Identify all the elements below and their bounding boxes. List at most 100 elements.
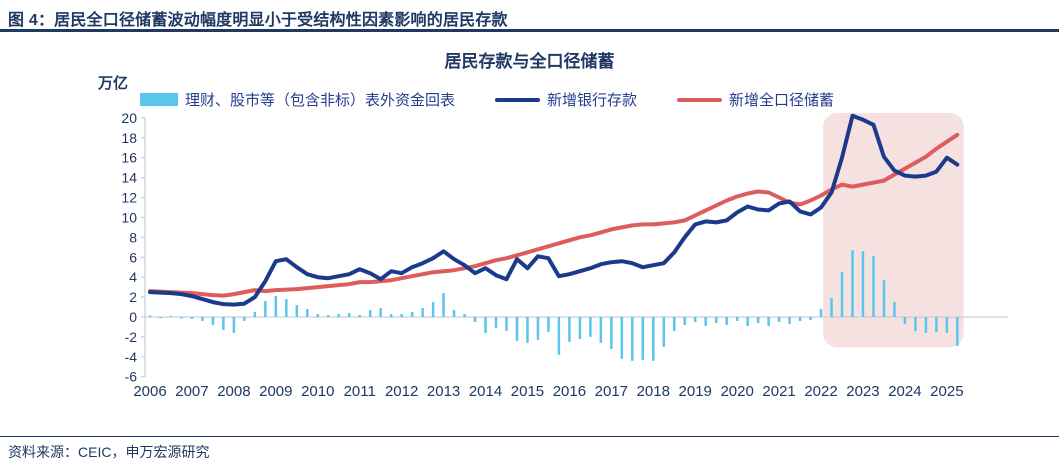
x-tick-label: 2012 — [385, 383, 418, 400]
offbalance-bar — [924, 317, 928, 333]
x-tick-label: 2011 — [344, 383, 376, 400]
offbalance-bar — [652, 317, 655, 361]
y-tick-label: -6 — [125, 369, 138, 385]
offbalance-bar — [840, 272, 844, 317]
offbalance-bar — [599, 317, 603, 343]
x-tick-label: 2007 — [175, 383, 208, 400]
offbalance-bar — [264, 301, 267, 317]
source-note: 资料来源：CEIC，申万宏源研究 — [8, 444, 210, 460]
x-tick-label: 2013 — [427, 383, 460, 400]
highlight-region — [823, 112, 964, 348]
offbalance-bar — [243, 317, 246, 321]
offbalance-bar — [505, 317, 508, 331]
offbalance-bar — [400, 314, 403, 317]
offbalance-bar — [347, 313, 351, 317]
x-tick-label: 2009 — [259, 383, 292, 400]
offbalance-bar — [714, 317, 718, 323]
legend-label-2: 新增银行存款 — [547, 92, 638, 109]
x-tick-label: 2019 — [679, 383, 712, 400]
offbalance-bar — [620, 317, 624, 359]
y-tick-label: 10 — [121, 209, 137, 225]
legend-label-1: 理财、股市等（包含非标）表外资金回表 — [185, 92, 456, 109]
legend-swatch-line-3 — [677, 97, 723, 102]
offbalance-bar — [935, 317, 938, 332]
offbalance-bar — [693, 317, 697, 322]
y-tick-label: 14 — [121, 170, 137, 186]
savings-line — [148, 132, 960, 298]
offbalance-bar — [788, 317, 791, 324]
offbalance-bar — [578, 317, 582, 339]
legend-swatch-line-2 — [495, 97, 541, 102]
offbalance-bar — [253, 312, 257, 317]
offbalance-bar — [222, 317, 225, 330]
legend-swatch-bar-1 — [140, 93, 178, 106]
y-tick-label: -2 — [125, 329, 138, 345]
x-tick-label: 2006 — [133, 383, 166, 400]
offbalance-bar — [358, 315, 361, 317]
x-tick-label: 2024 — [888, 383, 921, 400]
offbalance-bar — [735, 317, 739, 321]
offbalance-bar — [673, 317, 676, 331]
y-tick-label: 4 — [129, 269, 137, 285]
offbalance-bar — [201, 317, 204, 321]
x-tick-label: 2018 — [637, 383, 670, 400]
offbalance-bar — [410, 312, 414, 317]
y-tick-label: 0 — [129, 309, 137, 325]
offbalance-bar — [756, 317, 760, 323]
legend-item-2: 新增银行存款 — [495, 89, 637, 110]
offbalance-bar — [872, 256, 875, 317]
x-tick-label: 2025 — [930, 383, 963, 400]
offbalance-bar — [819, 309, 823, 317]
offbalance-bar — [180, 317, 183, 319]
offbalance-bar — [945, 317, 949, 333]
figure-title: 图 4：居民全口径储蓄波动幅度明显小于受结构性因素影响的居民存款 — [8, 12, 508, 29]
offbalance-bar — [337, 314, 340, 317]
offbalance-bar — [463, 314, 466, 317]
deposit-line — [148, 113, 960, 307]
offbalance-bar — [914, 317, 917, 331]
offbalance-bar — [956, 317, 959, 346]
offbalance-bar — [683, 317, 686, 325]
y-tick-label: 16 — [121, 150, 137, 166]
y-axis-unit-label: 万亿 — [98, 75, 129, 92]
offbalance-bar — [442, 293, 445, 317]
offbalance-bar — [306, 309, 309, 317]
offbalance-bar — [295, 305, 299, 317]
title-underline — [0, 29, 1059, 32]
offbalance-bar — [631, 317, 634, 361]
offbalance-bar — [536, 317, 540, 340]
offbalance-bar — [882, 280, 886, 317]
x-tick-label: 2020 — [720, 383, 753, 400]
offbalance-bar — [274, 296, 278, 317]
x-tick-label: 2021 — [762, 383, 795, 400]
offbalance-bar — [641, 317, 645, 360]
x-tick-label: 2008 — [217, 383, 250, 400]
offbalance-bar — [568, 317, 571, 342]
offbalance-bar — [893, 302, 896, 317]
offbalance-bar — [169, 316, 173, 318]
x-tick-label: 2014 — [469, 383, 502, 400]
y-tick-label: 8 — [129, 229, 137, 245]
footer-divider — [0, 436, 1059, 437]
chart-legend: 理财、股市等（包含非标）表外资金回表 新增银行存款 新增全口径储蓄 — [140, 89, 1000, 110]
x-tick-label: 2022 — [804, 383, 837, 400]
y-tick-label: 6 — [129, 249, 137, 265]
offbalance-bar — [389, 314, 393, 317]
offbalance-bar — [662, 317, 666, 347]
x-tick-label: 2023 — [846, 383, 879, 400]
x-tick-label: 2016 — [553, 383, 586, 400]
offbalance-bar — [798, 317, 802, 321]
y-tick-label: 12 — [121, 190, 137, 206]
legend-item-3: 新增全口径储蓄 — [677, 89, 834, 110]
offbalance-bar — [725, 317, 728, 325]
x-tick-label: 2015 — [511, 383, 544, 400]
offbalance-bar — [557, 317, 561, 355]
offbalance-bar — [767, 317, 770, 326]
offbalance-bar — [903, 317, 907, 324]
offbalance-bar — [484, 317, 487, 333]
offbalance-bar — [148, 315, 152, 317]
offbalance-bar — [452, 310, 456, 317]
offbalance-bar — [316, 314, 320, 317]
